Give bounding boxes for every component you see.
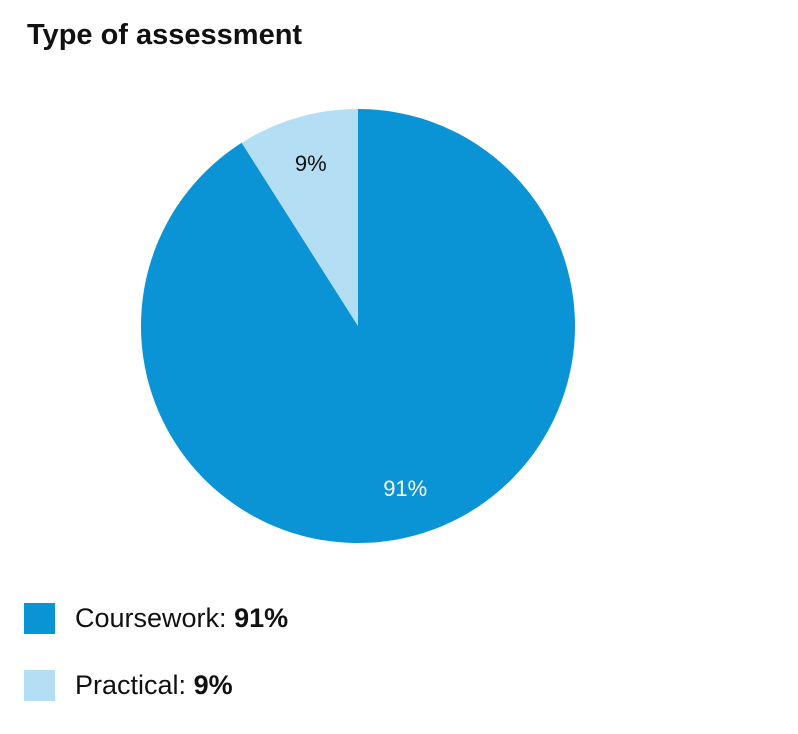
pie-chart: 91% 9%: [140, 109, 575, 543]
legend-text-practical: Practical: 9%: [75, 667, 233, 703]
legend-label-practical: Practical:: [75, 670, 187, 700]
chart-title: Type of assessment: [27, 19, 303, 51]
legend-item-coursework: Coursework: 91%: [24, 600, 288, 636]
pie-label-coursework: 91%: [383, 476, 427, 501]
pie-slice-practical: [241, 109, 358, 326]
pie-slice-coursework: [140, 109, 575, 543]
legend-value-coursework: 91%: [234, 603, 289, 633]
legend-value-practical: 9%: [193, 670, 233, 700]
legend-swatch-coursework: [24, 602, 55, 634]
pie-label-practical: 9%: [295, 151, 327, 176]
legend-text-coursework: Coursework: 91%: [75, 600, 288, 636]
pie-labels: 91% 9%: [295, 151, 427, 501]
legend-swatch-practical: [24, 669, 55, 701]
pie-slices: [140, 109, 575, 543]
legend: Coursework: 91% Practical: 9%: [24, 600, 288, 734]
legend-item-practical: Practical: 9%: [24, 667, 288, 703]
legend-label-coursework: Coursework:: [75, 603, 227, 633]
